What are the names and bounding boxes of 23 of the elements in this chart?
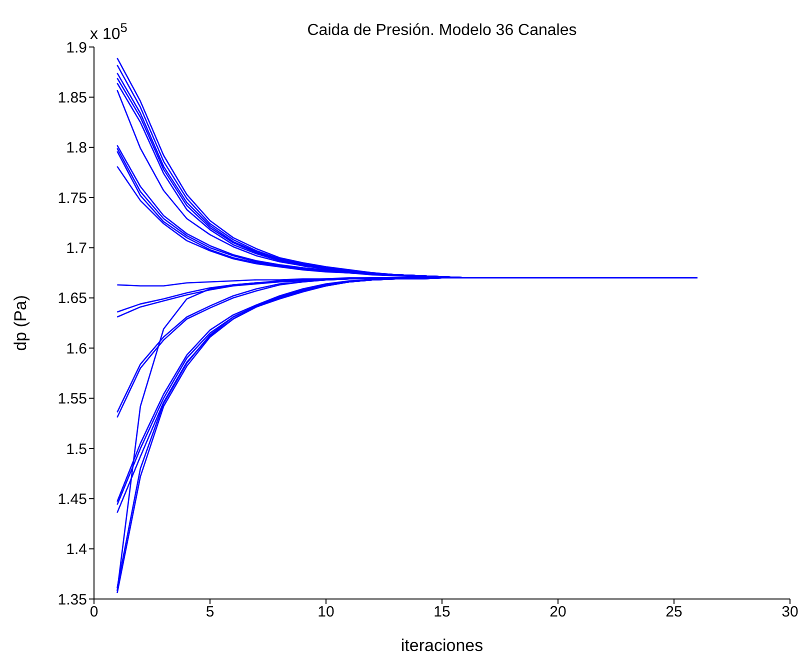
x-axis-title: iteraciones <box>400 636 484 655</box>
y-tick-label: 1.6 <box>66 340 87 358</box>
x-tick-label: 5 <box>206 604 214 621</box>
y-tick-label: 1.65 <box>58 290 87 308</box>
y-tick-label: 1.55 <box>58 390 87 408</box>
x-tick-label: 20 <box>550 604 566 621</box>
y-tick-label: 1.35 <box>58 591 87 608</box>
y-tick-label: 1.45 <box>58 490 87 508</box>
text: x 10$^{5}$ <box>90 20 128 43</box>
x-tick-label: 25 <box>666 604 682 621</box>
y-tick-label: 1.7 <box>66 240 87 258</box>
y-tick-label: 1.8 <box>66 140 87 157</box>
y-tick-label: 1.5 <box>66 440 87 458</box>
x-tick-label: 30 <box>782 604 798 621</box>
y-axis-title: dp (Pa) <box>11 295 30 351</box>
y-tick-label: 1.85 <box>58 90 87 107</box>
x-tick-label: 10 <box>318 604 334 621</box>
x-tick-label: 0 <box>90 604 98 621</box>
y-tick-label: 1.9 <box>66 39 87 56</box>
y-tick-label: 1.75 <box>58 190 87 207</box>
chart-title: Caida de Presión. Modelo 36 Canales <box>307 22 577 39</box>
y-tick-label: 1.4 <box>66 541 87 558</box>
x-tick-label: 15 <box>434 604 450 621</box>
